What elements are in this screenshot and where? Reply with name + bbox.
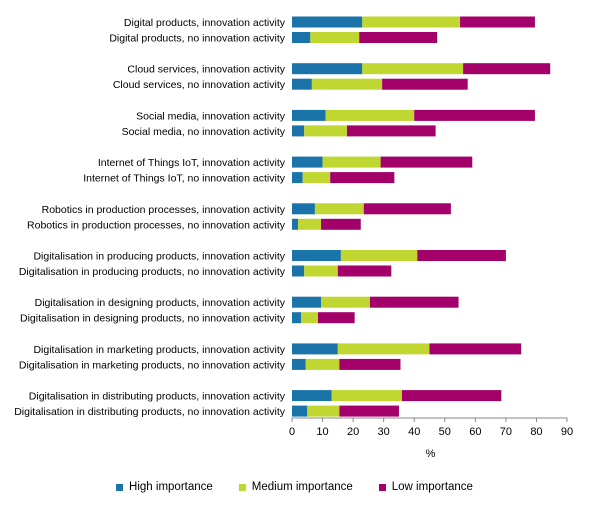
x-tick-label: 80	[530, 426, 542, 438]
x-tick-label: 40	[408, 426, 420, 438]
legend-item: Medium importance	[238, 481, 353, 493]
category-label: Digitalisation in designing products, in…	[35, 297, 286, 309]
category-label: Digital products, no innovation activity	[109, 33, 285, 45]
bar-segment	[321, 218, 361, 230]
bar-segment	[292, 16, 363, 28]
bar-segment	[339, 358, 401, 370]
bar-segment	[317, 312, 355, 324]
bar-segment	[292, 203, 315, 215]
category-label: Robotics in production processes, no inn…	[27, 219, 286, 231]
legend-label: High importance	[129, 481, 213, 493]
category-label: Robotics in production processes, innova…	[42, 204, 286, 216]
bar-segment	[292, 78, 312, 90]
bar-segment	[363, 203, 451, 215]
bar-segment	[292, 125, 305, 137]
bar-segment	[322, 156, 381, 168]
category-label: Digitalisation in producing products, no…	[19, 266, 286, 278]
legend: High importance Medium importance Low impo…	[0, 481, 589, 493]
bar-segment	[362, 63, 464, 75]
bar-segment	[382, 78, 468, 90]
category-label: Digitalisation in marketing products, in…	[33, 344, 285, 356]
bar-segment	[292, 296, 322, 308]
bar-segment	[460, 16, 535, 28]
bar-segment	[298, 218, 322, 230]
x-axis-ticks: 0 10 20 30 40 50 60 70 80 90	[289, 418, 573, 438]
legend-swatch	[116, 483, 124, 491]
bar-segment	[292, 358, 306, 370]
x-tick-label: 60	[469, 426, 481, 438]
x-tick-label: 30	[378, 426, 390, 438]
bar-segment	[292, 32, 311, 43]
bar-segment	[301, 312, 318, 324]
bar-segment	[331, 390, 402, 402]
legend-label: Medium importance	[251, 481, 353, 493]
bar-segment	[302, 172, 331, 184]
bar-segment	[292, 390, 332, 402]
category-label: Cloud services, innovation activity	[127, 64, 285, 76]
bar-segment	[402, 390, 502, 402]
bar-segment	[414, 109, 535, 121]
x-tick-label: 70	[500, 426, 512, 438]
x-tick-label: 10	[316, 426, 328, 438]
category-label: Social media, innovation activity	[136, 110, 286, 122]
bar-segment	[304, 125, 347, 137]
category-label: Digitalisation in producing products, in…	[33, 251, 285, 263]
legend-label: Low importance	[391, 481, 473, 493]
bar-segment	[292, 156, 323, 168]
bar-segment	[307, 405, 340, 417]
bar-segment	[347, 125, 436, 137]
bar-segment	[359, 32, 438, 43]
bar-segment	[292, 63, 363, 75]
category-label: Digitalisation in marketing products, no…	[19, 359, 286, 371]
bar-segment	[292, 312, 302, 324]
bar-segment	[339, 405, 399, 417]
bar-segment	[337, 265, 392, 277]
x-tick-label: 50	[439, 426, 451, 438]
bar-segment	[305, 358, 340, 370]
bar-segment	[463, 63, 551, 75]
bar-segment	[417, 250, 506, 261]
category-label: Digital products, innovation activity	[124, 17, 286, 29]
x-tick-label: 0	[289, 426, 295, 438]
bar-segment	[292, 172, 303, 184]
category-label: Digitalisation in distributing products,…	[14, 406, 286, 418]
x-axis-title: %	[426, 448, 436, 460]
legend-swatch	[378, 483, 386, 491]
x-tick-label: 90	[561, 426, 573, 438]
category-label: Social media, no innovation activity	[122, 126, 286, 138]
bar-segment	[292, 218, 299, 230]
bars-layer	[292, 16, 551, 417]
bar-segment	[292, 265, 305, 277]
bar-segment	[340, 250, 418, 261]
category-label: Digitalisation in distributing products,…	[29, 391, 286, 403]
bar-segment	[311, 78, 383, 90]
bar-segment	[362, 16, 461, 28]
category-label: Internet of Things IoT, innovation activ…	[98, 157, 286, 169]
bar-segment	[314, 203, 364, 215]
bar-segment	[292, 343, 338, 355]
bar-segment	[310, 32, 360, 43]
bar-segment	[304, 265, 338, 277]
bar-segment	[429, 343, 522, 355]
bar-segment	[292, 109, 326, 121]
category-labels: Digital products, innovation activity Dig…	[14, 17, 286, 418]
legend-item: High importance	[116, 481, 213, 493]
bar-segment	[330, 172, 395, 184]
bar-segment	[292, 250, 341, 261]
bar-segment	[337, 343, 430, 355]
bar-segment	[292, 405, 308, 417]
bar-segment	[380, 156, 473, 168]
category-label: Cloud services, no innovation activity	[113, 79, 286, 91]
legend-item: Low importance	[378, 481, 473, 493]
bar-segment	[325, 109, 415, 121]
bar-segment	[321, 296, 370, 308]
legend-swatch	[238, 483, 246, 491]
category-label: Digitalisation in designing products, no…	[20, 313, 286, 325]
x-tick-label: 20	[347, 426, 359, 438]
category-label: Internet of Things IoT, no innovation ac…	[83, 173, 286, 185]
bar-segment	[369, 296, 459, 308]
